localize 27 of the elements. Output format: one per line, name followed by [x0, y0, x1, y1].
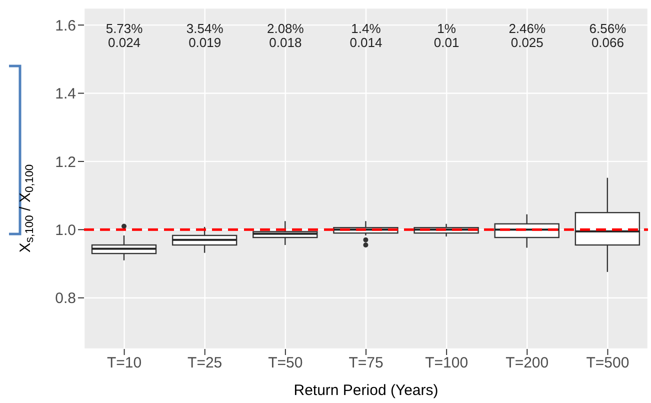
- x-tick-label: T=10: [106, 354, 142, 372]
- annotation: 0.024: [108, 35, 141, 50]
- annotation: 2.46%: [508, 21, 546, 36]
- annotation: 0.066: [591, 35, 624, 50]
- annotation: 0.019: [188, 35, 222, 50]
- x-tick-label: T=50: [268, 354, 303, 372]
- x-tick-label: T=75: [348, 354, 384, 372]
- y-tick-label: 1.6: [55, 17, 76, 34]
- annotation: 1.4%: [351, 21, 382, 36]
- annotation: 2.08%: [266, 21, 304, 36]
- y-tick-label: 1.0: [55, 222, 76, 239]
- x-tick-label: T=500: [586, 354, 630, 372]
- x-tick-label: T=200: [506, 354, 549, 372]
- x-axis-title: Return Period (Years): [294, 382, 438, 399]
- y-tick-label: 0.8: [55, 290, 76, 308]
- y-tick-label: 1.2: [55, 154, 76, 171]
- annotation: 3.54%: [186, 21, 224, 36]
- annotation: 1%: [437, 21, 456, 36]
- annotation: 5.73%: [106, 21, 144, 36]
- annotation: 0.018: [269, 35, 302, 50]
- annotation: 6.56%: [589, 21, 627, 36]
- x-tick-label: T=100: [425, 354, 468, 372]
- annotation: 0.014: [350, 35, 382, 50]
- annotation: 0.01: [434, 35, 460, 50]
- y-tick-label: 1.4: [55, 86, 76, 103]
- x-tick-label: T=25: [188, 354, 222, 372]
- annotation: 0.025: [510, 35, 544, 50]
